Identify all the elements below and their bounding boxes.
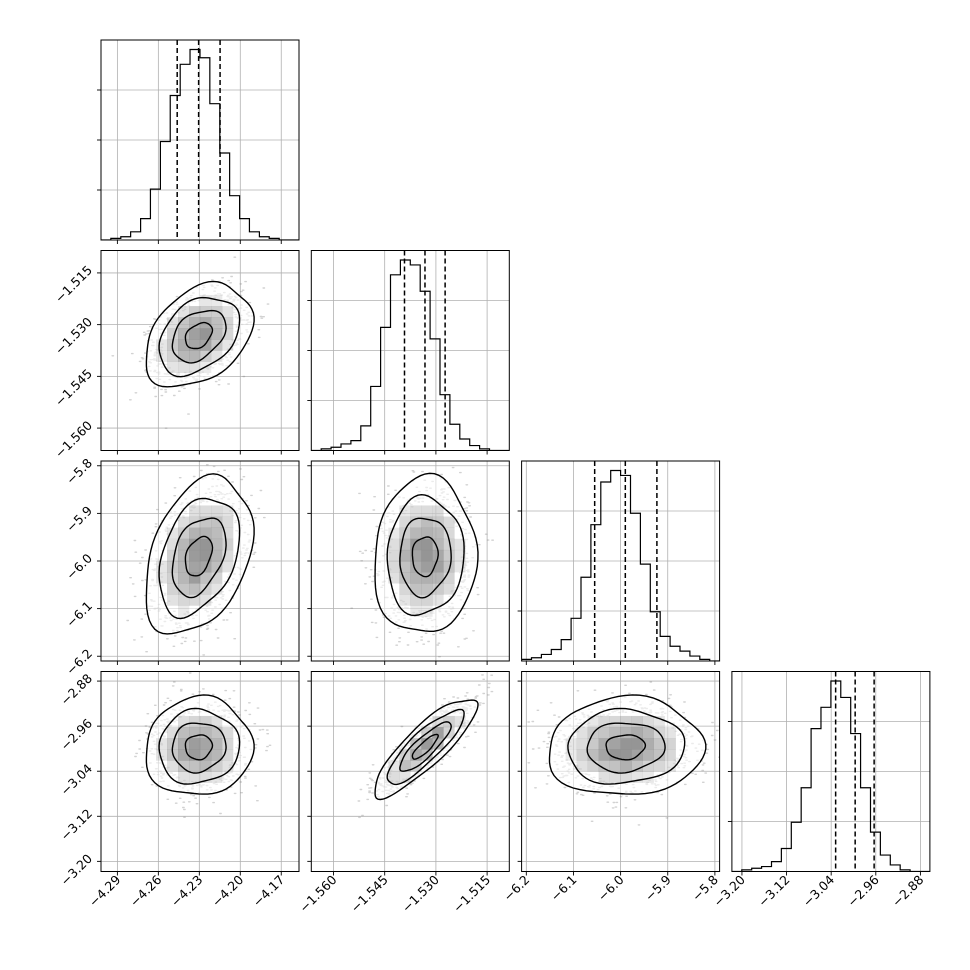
- x-tick-label: −4.17: [250, 872, 288, 910]
- x-tick-label: −1.560: [296, 872, 339, 915]
- contour-line: [548, 694, 707, 795]
- axes-frame: [310, 460, 510, 662]
- x-tick-label: −1.545: [347, 872, 390, 915]
- contour-line: [374, 472, 479, 632]
- y-tick-label: −6.1: [63, 598, 95, 630]
- axes-frame: [100, 39, 300, 241]
- y-tick-label: −5.8: [63, 455, 95, 487]
- contour-line: [399, 517, 452, 599]
- x-tick-label: −6.0: [595, 872, 627, 904]
- axes-frame: [731, 671, 931, 872]
- axes-frame: [100, 460, 300, 662]
- histogram-series: [731, 680, 930, 872]
- y-tick-label: −3.12: [57, 806, 95, 844]
- y-tick-label: −1.515: [52, 262, 95, 305]
- axes-frame: [521, 460, 721, 662]
- x-tick-label: −1.515: [450, 872, 493, 915]
- contour-line: [171, 722, 227, 774]
- y-tick-label: −1.545: [52, 366, 95, 409]
- contour-line: [386, 493, 465, 617]
- contour-line: [171, 517, 227, 599]
- y-tick-label: −2.88: [57, 671, 95, 709]
- contour-line: [605, 734, 647, 761]
- contour-fill: [146, 281, 255, 387]
- y-tick-label: −1.530: [52, 314, 95, 357]
- x-tick-label: −6.1: [548, 872, 580, 904]
- y-tick-label: −3.20: [57, 851, 95, 889]
- x-tick-label: −2.96: [844, 872, 882, 910]
- x-tick-label: −1.530: [399, 872, 442, 915]
- contour-fill: [375, 700, 478, 800]
- y-tick-label: −5.9: [63, 503, 95, 535]
- pair-panel-2-3: −6.2 −6.1 −6.0 −5.9 −5.8: [500, 671, 721, 904]
- contour-line: [145, 473, 255, 635]
- x-tick-label: −2.88: [889, 872, 927, 910]
- contour-line: [171, 309, 227, 364]
- hist-panel-2: [517, 460, 721, 665]
- x-tick-label: −4.29: [86, 872, 124, 910]
- contour-line: [184, 535, 214, 577]
- hist-panel-1: [307, 250, 510, 455]
- x-tick-label: −5.9: [642, 872, 674, 904]
- y-tick-label: −2.96: [57, 716, 95, 754]
- histogram-series: [101, 48, 299, 240]
- contour-line: [374, 699, 479, 801]
- contour-line: [399, 721, 452, 772]
- axes-frame: [310, 250, 510, 451]
- hist-panel-3: −3.20 −3.12 −3.04 −2.96 −2.88: [710, 671, 931, 910]
- contour-line: [158, 707, 241, 785]
- contour-line: [411, 536, 439, 578]
- hist-panel-0: [97, 39, 300, 244]
- pair-panel-0-3: −4.29 −4.26 −4.23 −4.20 −4.17 −3.20 −3.12 −3.04…: [57, 671, 300, 910]
- axes-frame: [100, 671, 300, 872]
- x-tick-label: −6.2: [500, 872, 532, 904]
- pair-panel-0-1: −1.560 −1.545 −1.530 −1.515: [52, 250, 300, 461]
- y-tick-label: −3.04: [57, 761, 95, 799]
- x-tick-label: −4.26: [127, 872, 165, 910]
- axes-frame: [521, 671, 721, 872]
- contour-line: [145, 694, 255, 795]
- contour-line: [184, 734, 214, 761]
- contour-line: [567, 707, 686, 785]
- histogram-series: [521, 469, 720, 661]
- contour-line: [184, 321, 214, 350]
- contour-line: [386, 708, 465, 786]
- axes-frame: [100, 250, 300, 451]
- y-tick-label: −6.2: [63, 646, 95, 678]
- y-tick-label: −1.560: [52, 418, 95, 461]
- x-tick-label: −4.20: [209, 872, 247, 910]
- contour-line: [158, 497, 241, 620]
- pair-panel-0-2: −6.2 −6.1 −6.0 −5.9 −5.8: [63, 455, 300, 678]
- contour-line: [145, 280, 255, 388]
- axes-frame: [310, 671, 510, 872]
- pair-panel-1-3: −1.560 −1.545 −1.530 −1.515: [296, 671, 510, 915]
- contour-line: [411, 733, 439, 760]
- contour-line: [158, 296, 241, 378]
- contour-line: [586, 722, 666, 774]
- pair-panel-1-2: [307, 460, 510, 665]
- y-tick-label: −6.0: [63, 550, 95, 582]
- histogram-series: [311, 259, 510, 451]
- contour-fill: [146, 473, 255, 634]
- x-tick-label: −3.04: [800, 872, 838, 910]
- x-tick-label: −4.23: [168, 872, 206, 910]
- x-tick-label: −3.12: [755, 872, 793, 910]
